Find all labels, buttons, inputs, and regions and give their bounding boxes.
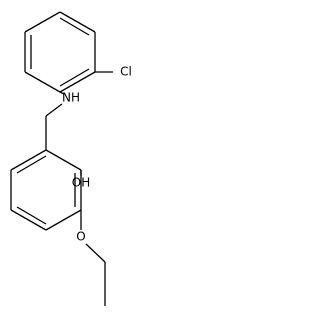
bond [10, 209, 47, 231]
bond [24, 71, 61, 93]
atom-label: NH [62, 91, 80, 105]
structure: Cl NH OH O [10, 11, 132, 306]
bond [45, 209, 82, 231]
bond [59, 68, 90, 87]
atom-label: Cl [120, 65, 132, 79]
atom-label: O [76, 230, 85, 244]
bond [16, 155, 47, 174]
bond [10, 149, 47, 171]
bond [16, 206, 47, 225]
bonds [10, 11, 113, 306]
bond [59, 91, 65, 95]
bond [85, 243, 106, 263]
bond [59, 11, 96, 33]
bond [59, 71, 96, 93]
bond [45, 103, 63, 117]
bond [59, 17, 90, 36]
atom-label: OH [72, 176, 90, 190]
bond [24, 11, 61, 33]
bond [45, 149, 82, 171]
